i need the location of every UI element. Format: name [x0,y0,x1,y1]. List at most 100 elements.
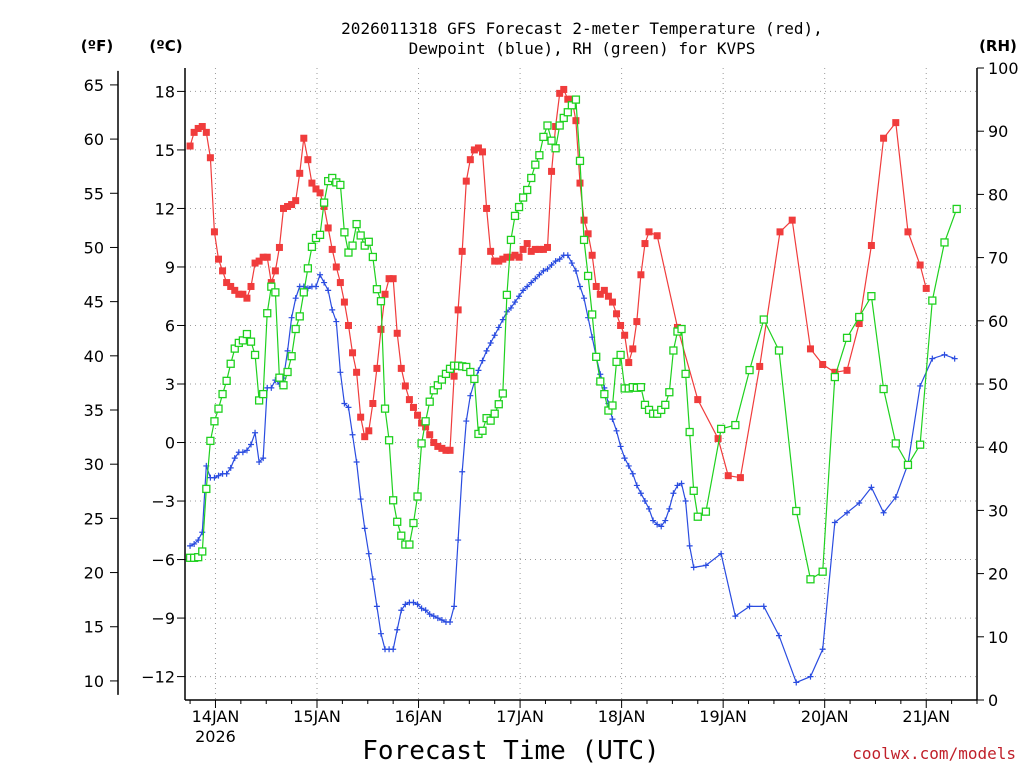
temperature-point [275,243,283,251]
fahrenheit-unit-label: (ºF) [81,37,113,55]
temperature-point [202,128,210,136]
dewpoint-point [621,455,628,462]
rh-point [575,156,585,166]
rh-point [535,151,544,160]
rh-point [242,329,252,339]
dewpoint-point [199,529,206,536]
rh-point [600,389,609,399]
fahrenheit-tick-label: 40 [84,347,104,366]
temperature-point [308,179,316,187]
temperature-point [393,329,401,337]
dewpoint-point [760,603,767,610]
rh-point [842,333,852,343]
temperature-point [600,286,608,294]
rh-point [275,373,284,382]
temperature-point [454,306,462,314]
rh-point [531,160,540,169]
rh-point [198,547,207,556]
x-tick-label: 18JAN [598,707,646,726]
fahrenheit-tick-label: 20 [84,564,104,583]
rh-point [583,271,593,281]
dewpoint-point [459,468,466,475]
temperature-point [714,435,722,443]
rh-unit-label: (RH) [979,37,1017,55]
fahrenheit-tick-label: 10 [84,672,104,691]
dewpoint-point [637,490,644,497]
rh-point [218,389,227,399]
rh-point [340,228,349,237]
dewpoint-point [377,630,384,637]
temperature-point [349,349,357,357]
dewpoint-point [438,617,445,624]
rh-point [701,507,711,516]
fahrenheit-tick-label: 65 [84,76,104,95]
dewpoint-point [345,404,352,411]
dewpoint-point [451,603,458,610]
dewpoint-point [491,332,498,339]
celsius-tick-label: 3 [165,375,175,394]
temperature-point [186,142,194,150]
rh-tick-label: 100 [988,59,1019,78]
temperature-point [576,179,584,187]
temperature-point [613,310,621,318]
temperature-point [867,242,875,250]
rh-point [202,484,211,494]
temperature-point [831,368,839,376]
dewpoint-point [666,505,673,512]
temperature-point [641,240,649,248]
rh-point [380,404,390,413]
dewpoint-point [516,293,523,300]
temperature-point [776,228,784,236]
rh-point [494,400,503,409]
dewpoint-point [732,613,739,620]
temperature-point [235,290,243,298]
dewpoint-point [662,517,669,524]
rh-point [681,369,690,379]
rh-point [731,420,740,430]
rh-point [279,381,288,390]
temperature-point [389,275,397,283]
dewpoint-point [892,494,899,501]
dewpoint-point [495,324,502,331]
rh-point [502,290,512,300]
rh-point [498,389,507,398]
temperature-point [458,247,466,255]
temperature-point [438,444,446,452]
temperature-point [466,156,474,164]
temperature-point [892,119,900,127]
temperature-point [357,413,365,421]
dewpoint-point [581,295,588,302]
rh-point [206,436,215,446]
fahrenheit-tick-label: 45 [84,293,104,312]
rh-tick-label: 30 [988,501,1008,520]
rh-point [389,496,398,505]
celsius-tick-label: −3 [151,492,175,511]
rh-point [222,376,231,385]
temperature-point [556,89,564,97]
dewpoint-point [312,283,319,290]
rh-point [263,309,272,318]
x-tick-label: 14JAN [192,707,240,726]
fahrenheit-tick-label: 15 [84,618,104,637]
dewpoint-point [394,626,401,633]
temperature-point [422,423,430,431]
temperature-point [296,169,304,177]
celsius-tick-label: 6 [165,316,175,335]
dewpoint-point [807,673,814,680]
dewpoint-point [746,603,753,610]
dewpoint-point [831,519,838,526]
temperature-point [316,189,324,197]
temperature-point [324,224,332,232]
rh-tick-label: 70 [988,249,1008,268]
rh-point [295,312,304,321]
dewpoint-point [629,470,636,477]
dewpoint-point [576,283,583,290]
temperature-point [645,228,653,236]
dewpoint-point [337,369,344,376]
dewpoint-point [536,271,543,278]
dewpoint-point [479,357,486,364]
temperature-point [580,216,588,224]
temperature-point [231,286,239,294]
dewpoint-point [487,340,494,347]
rh-point [952,204,961,214]
